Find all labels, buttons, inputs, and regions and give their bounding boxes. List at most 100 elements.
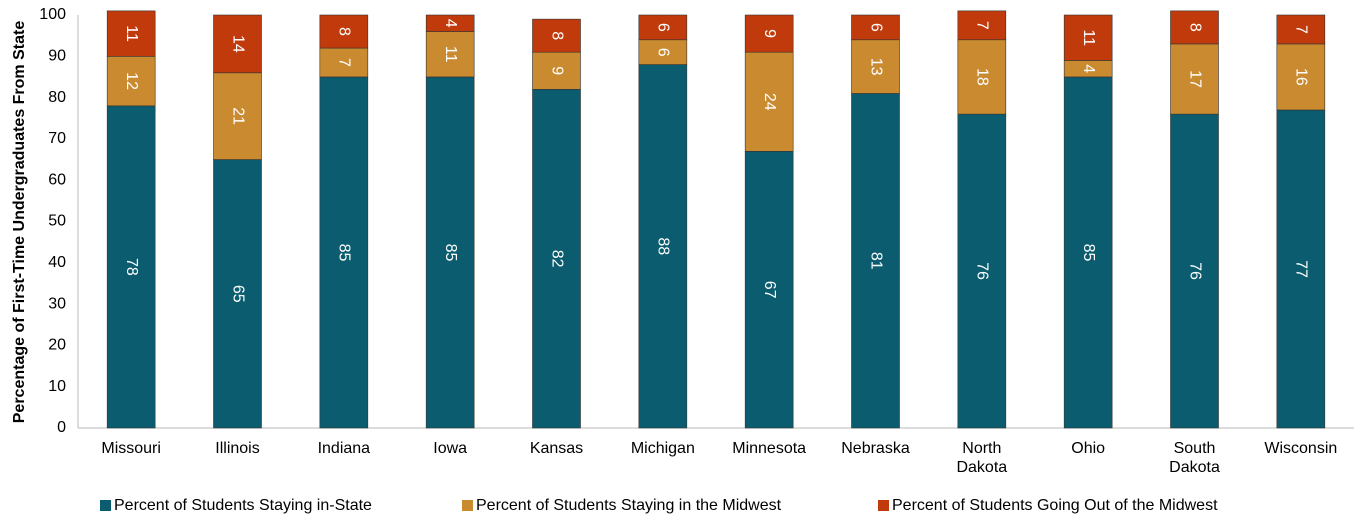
value-label: 17 <box>1186 70 1203 88</box>
bar-segment <box>1063 76 1113 429</box>
legend-swatch <box>878 500 889 511</box>
value-label: 6 <box>655 48 672 57</box>
legend-label: Percent of Students Staying in the Midwe… <box>476 497 782 514</box>
bar-segment <box>213 159 262 429</box>
bar-segment <box>1170 113 1219 429</box>
x-tick-label: Iowa <box>433 440 468 457</box>
y-tick-label: 60 <box>48 171 66 188</box>
bar-segment <box>1276 43 1326 111</box>
value-label: 7 <box>336 58 353 67</box>
y-tick-label: 30 <box>48 295 66 312</box>
bar-segment <box>744 14 794 53</box>
y-tick-label: 80 <box>48 89 66 106</box>
x-tick-label: South Dakota <box>1169 440 1220 476</box>
legend-swatch <box>100 500 111 511</box>
value-label: 12 <box>123 72 140 90</box>
bar-segment <box>744 51 794 152</box>
value-label: 24 <box>761 93 778 111</box>
bar-segment <box>1063 14 1113 61</box>
x-tick-label: Missouri <box>101 440 161 457</box>
value-label: 81 <box>867 252 884 270</box>
bar-segment <box>638 39 688 65</box>
value-label: 8 <box>336 27 353 36</box>
value-label: 11 <box>442 46 459 63</box>
x-tick-label: Ohio <box>1071 440 1106 457</box>
bar-segment <box>319 47 369 78</box>
legend-label: Percent of Students Staying in-State <box>114 497 372 514</box>
bar-segment <box>851 14 900 41</box>
value-label: 18 <box>974 68 991 86</box>
bar-segment <box>957 39 1007 115</box>
value-label: 76 <box>974 262 991 280</box>
value-label: 14 <box>229 35 246 53</box>
x-tick-label: North Dakota <box>956 440 1008 476</box>
y-axis-label: Percentage of First-Time Undergraduates … <box>11 21 28 424</box>
x-tick-label: Nebraska <box>841 440 910 457</box>
value-label: 67 <box>761 281 778 299</box>
y-tick-label: 10 <box>48 378 66 395</box>
value-label: 65 <box>229 285 246 303</box>
bar-segment <box>638 14 688 41</box>
value-label: 85 <box>442 244 459 262</box>
value-label: 85 <box>1080 244 1097 262</box>
bar-segment <box>319 14 369 49</box>
bar-segment <box>213 72 262 160</box>
y-tick-label: 0 <box>57 419 66 436</box>
y-tick-label: 20 <box>48 337 66 354</box>
value-label: 6 <box>655 23 672 32</box>
x-tick-label: Kansas <box>529 440 584 457</box>
bar-segment <box>532 18 581 53</box>
bar-segment <box>532 51 581 90</box>
bar-segment <box>957 10 1007 41</box>
value-label: 8 <box>1186 23 1203 32</box>
value-label: 11 <box>1080 29 1097 46</box>
x-tick-label: Illinois <box>215 440 260 457</box>
value-label: 82 <box>548 250 565 268</box>
legend-label: Percent of Students Going Out of the Mid… <box>892 497 1218 514</box>
bar-segment <box>1276 109 1326 429</box>
bar-segment <box>425 14 475 32</box>
value-label: 13 <box>867 58 884 76</box>
bar-segment <box>638 64 688 429</box>
value-label: 6 <box>867 23 884 32</box>
value-label: 7 <box>1293 25 1310 34</box>
bar-segment <box>744 150 794 429</box>
value-label: 21 <box>229 107 246 125</box>
value-label: 8 <box>548 31 565 40</box>
bar-segment <box>425 31 475 78</box>
value-label: 77 <box>1293 260 1310 278</box>
x-tick-label: Wisconsin <box>1264 440 1338 457</box>
value-label: 9 <box>548 66 565 75</box>
bar-segment <box>106 10 156 57</box>
bar-segment <box>319 76 369 429</box>
bar-segment <box>532 89 581 429</box>
y-tick-label: 40 <box>48 254 66 271</box>
bar-segment <box>851 39 900 94</box>
value-label: 78 <box>123 258 140 276</box>
x-tick-label: Indiana <box>317 440 371 457</box>
bar-segment <box>1276 14 1326 45</box>
value-label: 88 <box>655 237 672 255</box>
legend-swatch <box>462 500 473 511</box>
value-label: 16 <box>1293 68 1310 86</box>
value-label: 9 <box>761 29 778 38</box>
bar-segment <box>1170 43 1219 115</box>
value-label: 4 <box>442 19 459 28</box>
bar-segment <box>213 14 262 74</box>
x-tick-label: Minnesota <box>732 440 807 457</box>
y-tick-label: 90 <box>48 48 66 65</box>
value-label: 4 <box>1080 64 1097 73</box>
value-label: 7 <box>974 21 991 30</box>
y-tick-label: 70 <box>48 130 66 147</box>
bar-segment <box>1170 10 1219 45</box>
value-label: 85 <box>336 244 353 262</box>
x-tick-label: Michigan <box>630 440 695 457</box>
y-tick-label: 100 <box>39 6 66 23</box>
y-tick-label: 50 <box>48 213 66 230</box>
value-label: 11 <box>123 25 140 42</box>
bar-segment <box>957 113 1007 429</box>
bar-segment <box>425 76 475 429</box>
value-label: 76 <box>1186 262 1203 280</box>
